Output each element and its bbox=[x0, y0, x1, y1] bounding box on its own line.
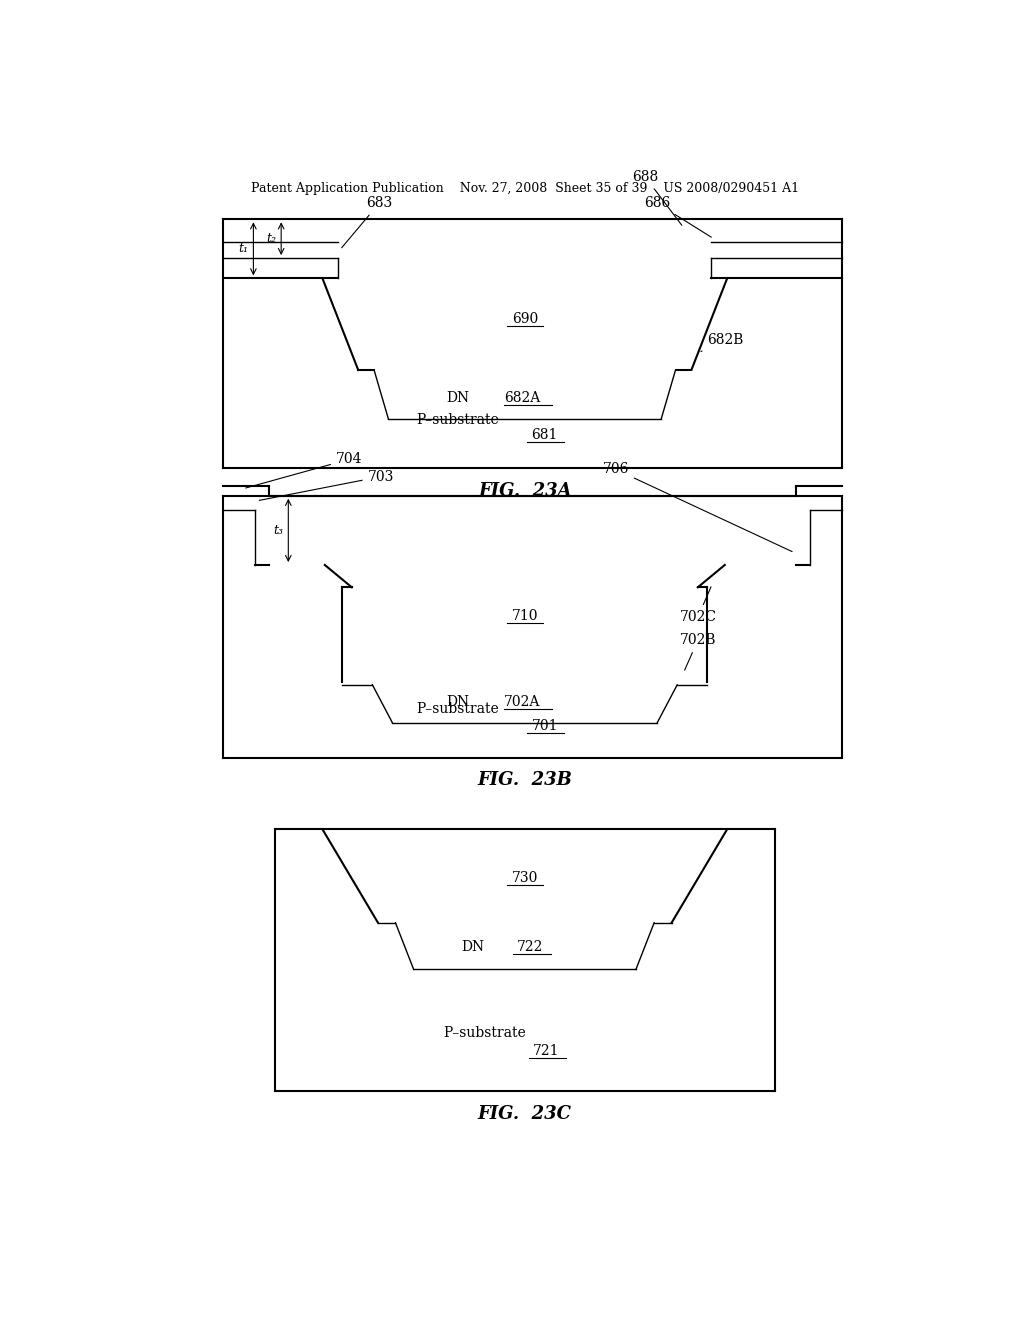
Text: 682A: 682A bbox=[504, 391, 541, 405]
Text: FIG.  23C: FIG. 23C bbox=[478, 1105, 571, 1123]
Text: DN: DN bbox=[445, 696, 469, 709]
Text: 702A: 702A bbox=[504, 696, 541, 709]
Text: 704: 704 bbox=[246, 453, 362, 488]
Text: 702C: 702C bbox=[680, 587, 717, 624]
Text: 702B: 702B bbox=[680, 634, 716, 671]
Text: t₂: t₂ bbox=[266, 232, 276, 246]
Text: 688: 688 bbox=[632, 170, 682, 226]
Text: 710: 710 bbox=[512, 609, 538, 623]
Text: DN: DN bbox=[445, 391, 469, 405]
Text: 730: 730 bbox=[512, 871, 538, 884]
Text: 681: 681 bbox=[531, 428, 558, 442]
Text: P–substrate: P–substrate bbox=[443, 1026, 526, 1040]
Text: 683: 683 bbox=[342, 197, 392, 248]
Text: 706: 706 bbox=[602, 462, 793, 552]
Text: 682B: 682B bbox=[701, 334, 743, 351]
Text: FIG.  23A: FIG. 23A bbox=[478, 482, 571, 500]
Text: P–substrate: P–substrate bbox=[416, 702, 499, 717]
Text: 686: 686 bbox=[644, 197, 712, 238]
Text: P–substrate: P–substrate bbox=[416, 413, 499, 426]
Text: 690: 690 bbox=[512, 312, 538, 326]
Text: t₁: t₁ bbox=[238, 243, 248, 255]
Text: FIG.  23B: FIG. 23B bbox=[477, 771, 572, 789]
Text: t₃: t₃ bbox=[273, 524, 283, 537]
Text: 703: 703 bbox=[259, 470, 394, 500]
Text: 701: 701 bbox=[531, 718, 558, 733]
Text: Patent Application Publication    Nov. 27, 2008  Sheet 35 of 39    US 2008/02904: Patent Application Publication Nov. 27, … bbox=[251, 182, 799, 195]
Text: 721: 721 bbox=[532, 1044, 559, 1057]
Text: 722: 722 bbox=[517, 940, 544, 954]
Text: DN: DN bbox=[462, 940, 484, 954]
